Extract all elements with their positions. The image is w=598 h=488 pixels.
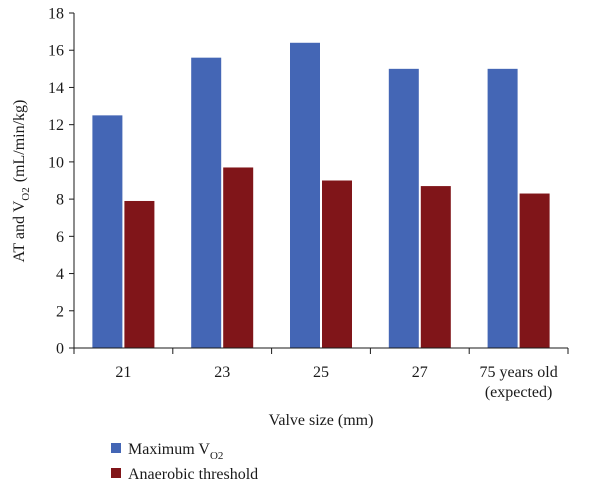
x-axis-title: Valve size (mm)	[269, 412, 374, 429]
legend-label-anaerobic-threshold: Anaerobic threshold	[128, 466, 258, 483]
bar-anaerobic-threshold-25	[322, 181, 352, 349]
y-axis-title-unit: (mL/min/kg)	[11, 100, 28, 183]
legend-label-maximum-vo2: Maximum VO2	[128, 441, 223, 462]
legend-label-subscript: O2	[210, 450, 223, 462]
y-tick-label-12: 12	[48, 117, 64, 134]
x-tick-label-line: 23	[214, 364, 230, 381]
y-tick-label-4: 4	[56, 266, 64, 283]
x-tick-label-27: 27	[412, 364, 428, 381]
bar-anaerobic-threshold-27	[421, 186, 451, 348]
y-tick-label-0: 0	[56, 341, 64, 358]
x-tick-label-line: 25	[313, 364, 329, 381]
bar-anaerobic-threshold-75-years-old-expected	[520, 194, 550, 348]
bar-anaerobic-threshold-23	[223, 167, 253, 348]
x-ticks-group: 21 23 25 27 75 years old (expected)	[74, 348, 568, 401]
y-tick-label-14: 14	[48, 80, 64, 97]
x-tick-label-line: 75 years old	[479, 364, 557, 381]
y-tick-label-16: 16	[48, 43, 64, 60]
bars-group	[92, 43, 549, 348]
bar-maximum-vo2-25	[290, 43, 320, 348]
x-tick-label-line: 21	[115, 364, 131, 381]
y-tick-label-18: 18	[48, 6, 64, 23]
legend-item-maximum-vo2: Maximum VO2	[111, 441, 223, 462]
legend-swatch-anaerobic-threshold	[111, 468, 121, 478]
bar-maximum-vo2-75-years-old-expected	[488, 69, 518, 348]
bar-maximum-vo2-23	[191, 58, 221, 348]
y-tick-label-6: 6	[56, 229, 64, 246]
x-tick-label-line: 27	[412, 364, 428, 381]
legend-swatch-maximum-vo2	[111, 443, 121, 453]
legend-label-main: Maximum V	[128, 441, 210, 458]
bar-anaerobic-threshold-21	[124, 201, 154, 348]
x-tick-label-line: (expected)	[485, 384, 553, 401]
x-tick-label-23: 23	[214, 364, 230, 381]
y-tick-label-10: 10	[48, 154, 64, 171]
y-ticks-group: 0 2 4 6 8 10 12 14 16 18	[48, 6, 74, 358]
y-tick-label-2: 2	[56, 303, 64, 320]
x-tick-label-25: 25	[313, 364, 329, 381]
x-tick-label-75-years-old-expected: 75 years old (expected)	[479, 364, 557, 401]
legend-item-anaerobic-threshold: Anaerobic threshold	[111, 466, 258, 483]
y-tick-label-8: 8	[56, 192, 64, 209]
y-axis-title: AT and VO2 (mL/min/kg)	[11, 100, 32, 263]
x-tick-label-21: 21	[115, 364, 131, 381]
y-axis-title-subscript: O2	[20, 187, 32, 200]
legend: Maximum VO2 Anaerobic threshold	[111, 441, 258, 483]
y-axis-title-main: AT and V	[11, 200, 28, 262]
bar-maximum-vo2-27	[389, 69, 419, 348]
bar-maximum-vo2-21	[92, 115, 122, 348]
